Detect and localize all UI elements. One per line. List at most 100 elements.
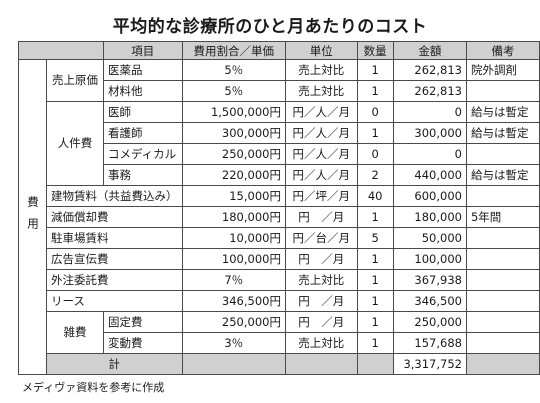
row-amount: 50,000 [392,227,467,249]
table-row: 減価償却費 180,000円 円 ／月 1 180,000 5年間 [19,206,540,228]
row-unit: 売上対比 [284,59,358,81]
row-item: 看護師 [102,122,183,144]
group-label-expenses: 費用 [18,59,47,375]
row-note [465,311,540,333]
table-row: 費用 売上原価 医薬品 5％ 売上対比 1 262,813 院外調剤 [18,59,540,375]
table-row: 変動費 3％ 売上対比 1 157,688 [19,332,540,354]
table-row: コメディカル 250,000円 円／人／月 0 0 [19,143,540,165]
total-blank-qty [356,353,394,375]
subgroup-label-cogs: 売上原価 [46,59,104,102]
row-unit: 円／坪／月 [284,185,358,207]
row-qty: 1 [356,311,394,333]
table-row: リース 346,500円 円 ／月 1 346,500 [19,290,540,312]
row-rate: 346,500円 [181,290,286,312]
row-amount: 262,813 [392,80,467,102]
header-amount: 金額 [392,41,467,60]
row-note [465,185,540,207]
table-row: 人件費 医師 1,500,000円 円／人／月 0 0 給与は暫定 [19,101,540,186]
page-title: 平均的な診療所のひと月あたりのコスト [112,17,428,37]
row-item: 減価償却費 [46,206,183,228]
table-row: 駐車場賃料 10,000円 円／台／月 5 50,000 [19,227,540,249]
row-item: 材料他 [102,80,183,102]
row-amount: 100,000 [392,248,467,270]
row-note: 給与は暫定 [465,101,540,123]
row-rate: 15,000円 [181,185,286,207]
row-amount: 367,938 [392,269,467,291]
table-row: 雑費 固定費 250,000円 円 ／月 1 250,000 [19,311,540,354]
header-row: 項目 費用割合／単価 単位 数量 金額 備考 [18,41,540,60]
row-amount: 440,000 [392,164,467,186]
row-unit: 円／人／月 [284,101,358,123]
row-qty: 1 [356,122,394,144]
subgroup-label-misc: 雑費 [46,311,104,354]
row-amount: 346,500 [392,290,467,312]
row-rate: 250,000円 [181,311,286,333]
row-note: 院外調剤 [465,59,540,81]
row-unit: 円 ／月 [284,248,358,270]
row-note [465,80,540,102]
row-unit: 円 ／月 [284,311,358,333]
total-blank-rate [181,353,286,375]
row-rate: 300,000円 [181,122,286,144]
row-rate: 100,000円 [181,248,286,270]
table-row: 事務 220,000円 円／人／月 2 440,000 給与は暫定 [19,164,540,186]
row-unit: 円 ／月 [284,206,358,228]
total-row: 計 3,317,752 [19,353,540,375]
cost-table: 項目 費用割合／単価 単位 数量 金額 備考 費用 売上原価 医薬品 5％ 売上… [18,41,540,375]
row-amount: 0 [392,143,467,165]
header-unit: 単位 [284,41,358,60]
row-note [465,143,540,165]
header-blank [18,41,104,60]
row-note: 給与は暫定 [465,164,540,186]
row-qty: 0 [356,143,394,165]
table-row: 外注委託費 7％ 売上対比 1 367,938 [19,269,540,291]
row-amount: 600,000 [392,185,467,207]
row-rate: 250,000円 [181,143,286,165]
row-note [465,269,540,291]
row-unit: 売上対比 [284,332,358,354]
row-qty: 40 [356,185,394,207]
row-item: 固定費 [102,311,183,333]
header-rate: 費用割合／単価 [181,41,286,60]
row-note [465,248,540,270]
row-amount: 0 [392,101,467,123]
row-note [465,290,540,312]
row-rate: 180,000円 [181,206,286,228]
row-item: 広告宣伝費 [46,248,183,270]
header-note: 備考 [465,41,540,60]
row-item: リース [46,290,183,312]
row-amount: 180,000 [392,206,467,228]
row-qty: 2 [356,164,394,186]
table-row: 広告宣伝費 100,000円 円 ／月 1 100,000 [19,248,540,270]
row-rate: 10,000円 [181,227,286,249]
row-item: 変動費 [102,332,183,354]
row-item: 駐車場賃料 [46,227,183,249]
row-note: 給与は暫定 [465,122,540,144]
total-blank-note [465,353,540,375]
row-rate: 3％ [181,332,286,354]
row-rate: 7％ [181,269,286,291]
row-unit: 円 ／月 [284,290,358,312]
row-unit: 円／人／月 [284,122,358,144]
row-qty: 1 [356,59,394,81]
row-amount: 250,000 [392,311,467,333]
row-item: 事務 [102,164,183,186]
row-rate: 1,500,000円 [181,101,286,123]
total-blank-unit [284,353,358,375]
row-item: 外注委託費 [46,269,183,291]
row-note: 5年間 [465,206,540,228]
row-qty: 1 [356,269,394,291]
row-rate: 5％ [181,59,286,81]
row-qty: 1 [356,206,394,228]
row-item: 医師 [102,101,183,123]
row-item: 建物賃料（共益費込み） [46,185,183,207]
row-unit: 円／人／月 [284,164,358,186]
row-unit: 円／台／月 [284,227,358,249]
row-qty: 1 [356,290,394,312]
row-rate: 5％ [181,80,286,102]
total-amount: 3,317,752 [392,353,467,375]
row-note [465,332,540,354]
row-amount: 262,813 [392,59,467,81]
row-qty: 5 [356,227,394,249]
row-note [465,227,540,249]
